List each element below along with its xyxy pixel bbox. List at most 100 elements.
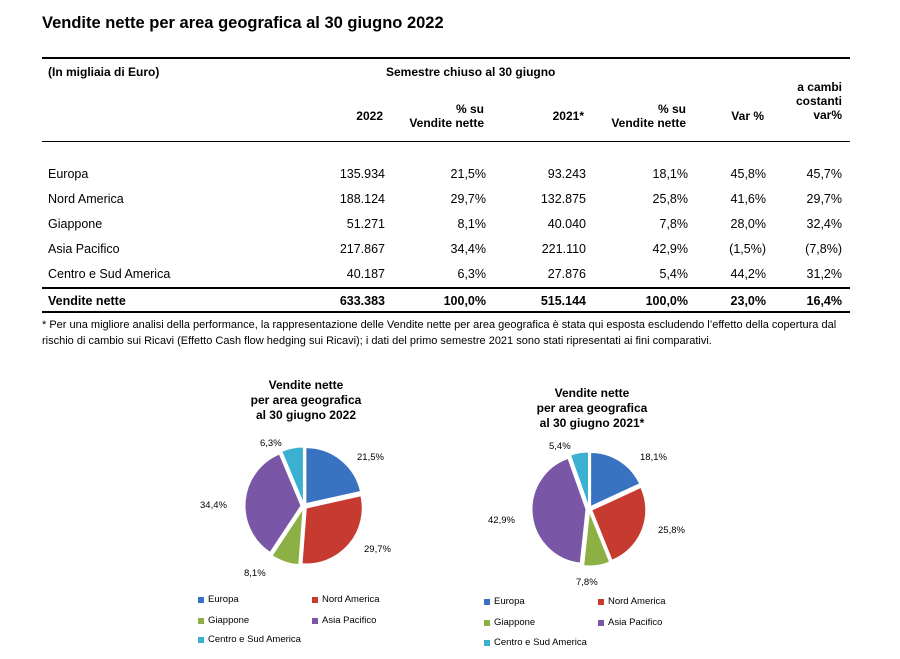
row-label: Nord America [48,192,124,206]
legend-swatch [484,639,490,646]
legend-swatch [198,596,204,603]
pie-slice-europa [590,451,641,508]
row-label: Giappone [48,217,103,231]
total-label: Vendite nette [48,294,126,308]
legend-item-europa: Europa [198,594,239,605]
table-row: Giappone 51.271 8,1% 40.040 7,8% 28,0% 3… [42,217,850,242]
pie-slice-europa [305,447,362,505]
pie-slice-giappone [271,506,304,566]
cell-pct-2022: 8,1% [457,217,487,231]
col-header-2022: 2022 [356,109,383,123]
cell-2021: 93.243 [547,167,586,181]
total-fx: 16,4% [806,294,842,308]
group-header: Semestre chiuso al 30 giugno [386,65,556,79]
pie-label-nord-america: 25,8% [658,525,685,536]
total-top-rule [42,287,850,289]
cell-2022: 188.124 [339,192,385,206]
pie-label-europa: 18,1% [640,452,667,463]
cell-2022: 40.187 [346,267,385,281]
pie-label-giappone: 8,1% [244,568,266,579]
legend-item-giappone: Giappone [484,617,535,628]
header-rule [42,141,850,142]
cell-2021: 40.040 [547,217,586,231]
col-header-fx: a cambi costanti var% [795,80,842,122]
total-pct-2021: 100,0% [645,294,688,308]
legend-item-europa: Europa [484,596,525,607]
cell-var: 28,0% [730,217,766,231]
legend-swatch [198,617,204,624]
col-header-var: Var % [731,109,764,123]
cell-2021: 221.110 [541,242,586,256]
col-header-pct-2022: % su Vendite nette [409,102,484,130]
cell-pct-2021: 42,9% [652,242,688,256]
pie-slice-asia-pacifico [244,453,302,554]
pie-slice-asia-pacifico [531,457,587,564]
cell-fx: 31,2% [806,267,842,281]
cell-pct-2022: 21,5% [450,167,486,181]
legend-item-centro-sud: Centro e Sud America [484,637,587,648]
table-top-rule [42,57,850,59]
cell-var: (1,5%) [729,242,766,256]
legend-item-nord-america: Nord America [312,594,380,605]
cell-fx: (7,8%) [805,242,842,256]
col-header-pct-2021: % su Vendite nette [611,102,686,130]
table-unit-label: (In migliaia di Euro) [48,65,160,79]
cell-pct-2022: 34,4% [450,242,486,256]
legend-item-giappone: Giappone [198,615,249,626]
cell-2022: 51.271 [346,217,385,231]
pie-slice-centro-sud [281,446,304,504]
legend-swatch [598,619,604,626]
legend-swatch [484,598,490,605]
row-label: Europa [48,167,89,181]
total-pct-2022: 100,0% [443,294,486,308]
cell-2021: 132.875 [540,192,586,206]
pie-label-asia-pacifico: 34,4% [200,500,227,511]
pie-slice-nord-america [301,495,363,565]
pie-slice-nord-america [591,486,647,561]
pie-label-europa: 21,5% [357,452,384,463]
pie-chart-2022 [244,446,363,566]
row-label: Centro e Sud America [48,267,171,281]
footnote: * Per una migliore analisi della perform… [42,319,837,347]
total-2021: 515.144 [540,294,586,308]
cell-pct-2021: 25,8% [652,192,688,206]
table-row: Asia Pacifico 217.867 34,4% 221.110 42,9… [42,242,850,267]
legend-item-centro-sud: Centro e Sud America [198,634,301,645]
cell-2021: 27.876 [547,267,586,281]
cell-fx: 32,4% [806,217,842,231]
cell-fx: 29,7% [806,192,842,206]
pie-label-centro-sud: 5,4% [549,441,571,452]
cell-pct-2022: 6,3% [457,267,487,281]
cell-var: 45,8% [730,167,766,181]
cell-pct-2021: 5,4% [659,267,689,281]
row-label: Asia Pacifico [48,242,120,256]
table-row: Europa 135.934 21,5% 93.243 18,1% 45,8% … [42,167,850,192]
pie-label-nord-america: 29,7% [364,544,391,555]
total-2022: 633.383 [339,294,385,308]
cell-2022: 135.934 [339,167,385,181]
table-row: Nord America 188.124 29,7% 132.875 25,8%… [42,192,850,217]
page-title: Vendite nette per area geografica al 30 … [42,14,444,32]
chart-title-2021: Vendite nette per area geografica al 30 gi… [536,386,648,430]
cell-pct-2022: 29,7% [450,192,486,206]
cell-pct-2021: 7,8% [659,217,689,231]
pie-label-asia-pacifico: 42,9% [488,515,515,526]
pie-chart-2021 [531,451,647,567]
chart-title-2022: Vendite nette per area geografica al 30 gi… [250,378,362,422]
legend-item-asia-pacifico: Asia Pacifico [598,617,662,628]
total-var: 23,0% [730,294,766,308]
legend-swatch [312,617,318,624]
cell-var: 44,2% [730,267,766,281]
legend-swatch [198,636,204,643]
pie-label-centro-sud: 6,3% [260,438,282,449]
table-row: Centro e Sud America 40.187 6,3% 27.876 … [42,267,850,292]
legend-item-nord-america: Nord America [598,596,666,607]
total-row: Vendite nette 633.383 100,0% 515.144 100… [42,294,850,319]
cell-var: 41,6% [730,192,766,206]
total-bottom-rule [42,311,850,313]
cell-fx: 45,7% [806,167,842,181]
legend-swatch [312,596,318,603]
legend-swatch [484,619,490,626]
legend-item-asia-pacifico: Asia Pacifico [312,615,376,626]
pie-slice-giappone [583,511,611,567]
